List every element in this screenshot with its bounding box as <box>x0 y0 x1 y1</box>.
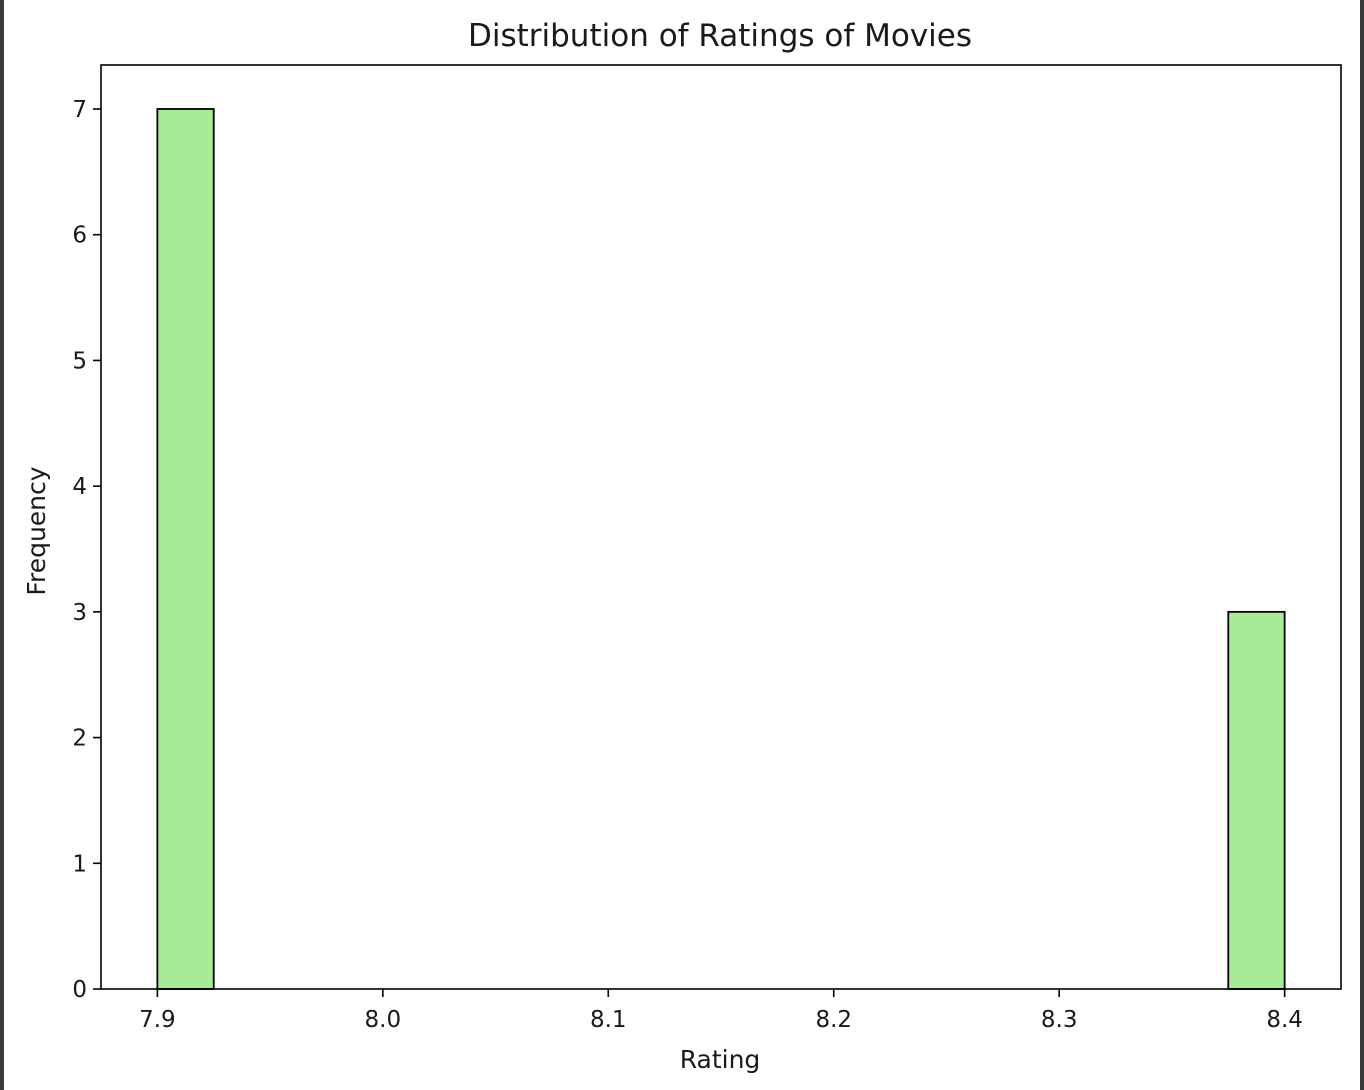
x-tick-label: 8.1 <box>590 1007 627 1033</box>
x-tick-label: 7.9 <box>139 1007 176 1033</box>
x-tick-label: 8.0 <box>365 1007 402 1033</box>
y-tick-label: 7 <box>72 97 87 123</box>
bars-group <box>156 108 1286 990</box>
y-tick-label: 0 <box>72 977 87 1003</box>
chart-title: Distribution of Ratings of Movies <box>468 18 972 54</box>
y-tick-label: 1 <box>72 851 87 877</box>
x-axis-ticks: 7.9 8.0 8.1 8.2 8.3 8.4 <box>139 989 1303 1033</box>
x-tick-label: 8.3 <box>1041 1007 1078 1033</box>
y-axis-label: Frequency <box>22 466 51 595</box>
histogram-bar-0 <box>156 108 215 990</box>
x-tick-label: 8.4 <box>1266 1007 1303 1033</box>
window-frame-right <box>1360 0 1364 1090</box>
y-tick-label: 5 <box>72 348 87 374</box>
y-tick-label: 4 <box>72 474 87 500</box>
x-tick-label: 8.2 <box>815 1007 852 1033</box>
y-axis-ticks: 0 1 2 3 4 5 6 7 <box>72 97 101 1003</box>
y-tick-label: 6 <box>72 223 87 249</box>
window-frame-left <box>0 0 4 1090</box>
x-axis-label: Rating <box>680 1045 761 1074</box>
y-tick-label: 2 <box>72 726 87 752</box>
plot-area-frame <box>100 64 1342 990</box>
y-tick-label: 3 <box>72 600 87 626</box>
histogram-bar-1 <box>1227 610 1286 990</box>
